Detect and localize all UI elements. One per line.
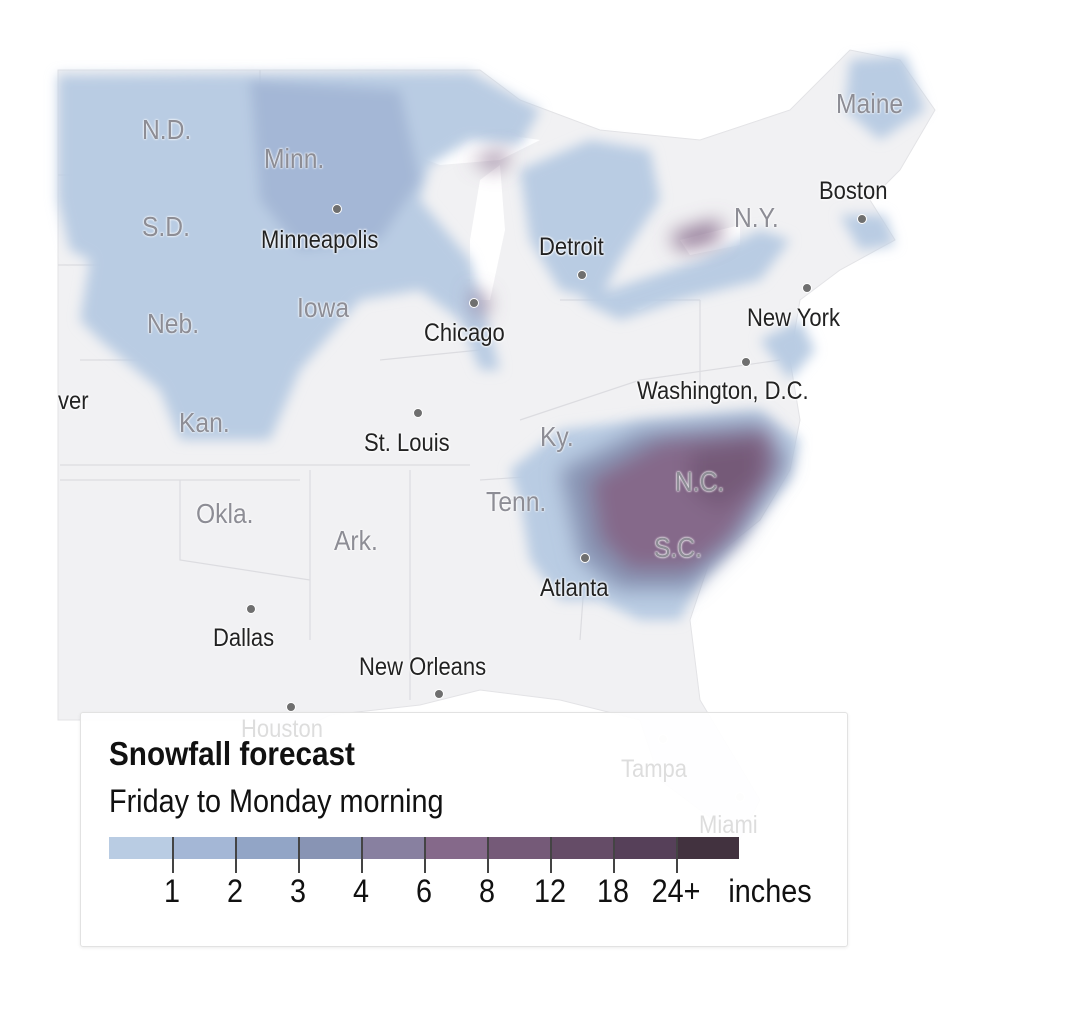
legend-swatch: [424, 837, 487, 859]
legend-panel: Houston Tampa Miami Snowfall forecast Fr…: [80, 712, 848, 947]
city-dot: [580, 553, 590, 563]
city-label-minneapolis: Minneapolis: [261, 226, 379, 254]
state-label: Iowa: [297, 292, 350, 323]
state-label: Maine: [836, 88, 904, 119]
legend-unit: inches: [728, 873, 812, 909]
legend-swatch: [487, 837, 550, 859]
city-dot: [413, 408, 423, 418]
legend-tick: [361, 837, 363, 873]
legend-tick: [235, 837, 237, 873]
legend-tick-label: 1: [163, 873, 181, 909]
city-dot: [286, 702, 296, 712]
legend-tick-label: 12: [533, 873, 567, 909]
legend-tick-label: 18: [596, 873, 630, 909]
state-label: Tenn.: [486, 486, 547, 517]
state-label: Neb.: [147, 308, 200, 339]
legend-tick-label: 4: [352, 873, 370, 909]
legend-swatch: [550, 837, 613, 859]
legend-tick: [298, 837, 300, 873]
city-dot: [332, 204, 342, 214]
state-label: Minn.: [264, 143, 325, 174]
city-dot: [741, 357, 751, 367]
state-label: N.D.: [142, 114, 192, 145]
city-label-new-york: New York: [747, 304, 840, 332]
legend-subtitle: Friday to Monday morning: [109, 783, 444, 819]
legend-swatch: [235, 837, 298, 859]
state-label: N.Y.: [734, 202, 779, 233]
legend-tick-label: 2: [226, 873, 244, 909]
city-dot: [577, 270, 587, 280]
legend-tick-label: 8: [478, 873, 496, 909]
legend-tick: [487, 837, 489, 873]
city-label-atlanta: Atlanta: [540, 574, 609, 602]
state-label: Kan.: [179, 407, 230, 438]
legend-tick-label: 6: [415, 873, 433, 909]
city-label-denver: ver: [58, 387, 89, 415]
legend-swatch: [109, 837, 172, 859]
city-dot: [802, 283, 812, 293]
legend-swatch: [172, 837, 235, 859]
state-label: N.C.: [675, 466, 725, 497]
city-label-houston: Houston: [241, 715, 323, 743]
legend-tick: [172, 837, 174, 873]
legend-tick: [424, 837, 426, 873]
legend-tick-label: 3: [289, 873, 307, 909]
legend-title: Snowfall forecast: [109, 735, 355, 772]
heavy-snow: [470, 150, 790, 590]
city-dot: [469, 298, 479, 308]
legend-swatch: [613, 837, 676, 859]
legend-swatch: [361, 837, 424, 859]
state-label: Ky.: [540, 421, 574, 452]
state-label: S.C.: [654, 532, 702, 563]
state-label: Okla.: [196, 498, 254, 529]
city-dot: [434, 689, 444, 699]
legend-swatch: [676, 837, 739, 859]
legend-tick: [613, 837, 615, 873]
legend-tick-label: 24+: [651, 873, 701, 909]
city-label-st-louis: St. Louis: [364, 429, 450, 457]
city-label-boston: Boston: [819, 177, 888, 205]
city-label-dallas: Dallas: [213, 624, 275, 652]
city-dot: [246, 604, 256, 614]
city-label-new-orleans: New Orleans: [359, 653, 487, 681]
city-dot: [857, 214, 867, 224]
state-label: S.D.: [142, 211, 190, 242]
city-label-detroit: Detroit: [539, 233, 604, 261]
city-label-tampa: Tampa: [621, 755, 688, 783]
legend-color-scale: [109, 837, 739, 859]
state-label: Ark.: [334, 525, 378, 556]
city-label-miami: Miami: [699, 811, 758, 839]
city-label-chicago: Chicago: [424, 319, 505, 347]
legend-tick: [550, 837, 552, 873]
city-label-washington: Washington, D.C.: [637, 377, 809, 405]
legend-tick: [676, 837, 678, 873]
legend-swatch: [298, 837, 361, 859]
